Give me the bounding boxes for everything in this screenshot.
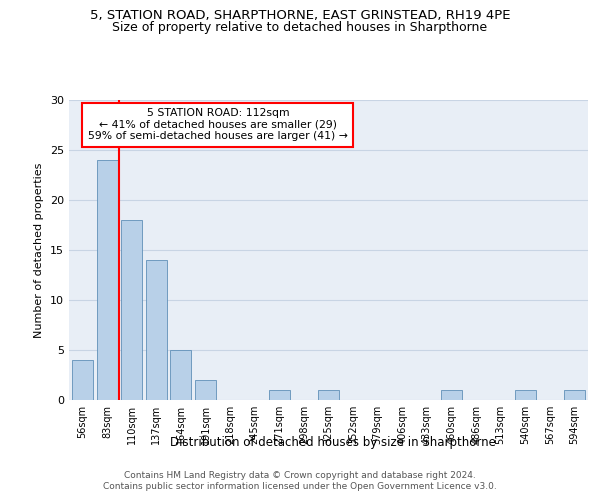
Bar [564, 390, 585, 400]
Text: 5 STATION ROAD: 112sqm
← 41% of detached houses are smaller (29)
59% of semi-det: 5 STATION ROAD: 112sqm ← 41% of detached… [88, 108, 348, 141]
Bar [170, 350, 191, 400]
Bar [72, 360, 93, 400]
Text: Contains HM Land Registry data © Crown copyright and database right 2024.: Contains HM Land Registry data © Crown c… [124, 471, 476, 480]
Text: 5, STATION ROAD, SHARPTHORNE, EAST GRINSTEAD, RH19 4PE: 5, STATION ROAD, SHARPTHORNE, EAST GRINS… [90, 9, 510, 22]
Bar [318, 390, 339, 400]
Bar [121, 220, 142, 400]
Text: Size of property relative to detached houses in Sharpthorne: Size of property relative to detached ho… [112, 22, 488, 35]
Text: Contains public sector information licensed under the Open Government Licence v3: Contains public sector information licen… [103, 482, 497, 491]
Bar [441, 390, 462, 400]
Bar [146, 260, 167, 400]
Y-axis label: Number of detached properties: Number of detached properties [34, 162, 44, 338]
Bar [515, 390, 536, 400]
Bar [195, 380, 216, 400]
Bar [269, 390, 290, 400]
Text: Distribution of detached houses by size in Sharpthorne: Distribution of detached houses by size … [170, 436, 496, 449]
Bar [97, 160, 118, 400]
